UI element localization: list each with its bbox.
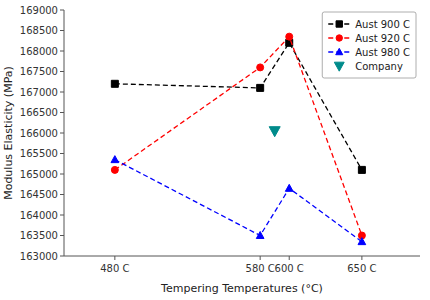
y-tick	[60, 10, 64, 11]
y-tick-label: 165000	[20, 169, 58, 180]
y-tick	[60, 71, 64, 72]
scatter-point	[269, 127, 280, 137]
y-tick-label: 163500	[20, 230, 58, 241]
y-axis-label: Modulus Elasticity (MPa)	[2, 66, 15, 200]
y-tick-label: 167000	[20, 87, 58, 98]
y-tick	[60, 92, 64, 93]
legend-label: Aust 920 C	[355, 33, 410, 44]
legend-label: Aust 900 C	[355, 19, 410, 30]
y-tick	[60, 30, 64, 31]
y-tick	[60, 256, 64, 257]
y-tick	[60, 112, 64, 113]
x-tick-label: 650 C	[347, 263, 376, 274]
y-tick	[60, 51, 64, 52]
line-marker	[358, 166, 365, 173]
y-tick	[60, 215, 64, 216]
x-tick	[114, 256, 115, 260]
x-tick-label: 600 C	[275, 263, 304, 274]
x-tick	[260, 256, 261, 260]
y-tick	[60, 133, 64, 134]
line-marker	[358, 238, 366, 245]
y-tick-label: 163000	[20, 251, 58, 262]
y-tick-label: 166500	[20, 107, 58, 118]
legend-swatch-marker	[336, 48, 343, 54]
y-tick-label: 169000	[20, 5, 58, 16]
line-marker	[257, 64, 264, 71]
y-tick	[60, 235, 64, 236]
line-marker	[285, 184, 293, 191]
y-tick-label: 168500	[20, 25, 58, 36]
x-tick	[289, 256, 290, 260]
legend-swatch-marker	[336, 21, 342, 27]
legend-swatch-marker	[336, 35, 342, 41]
y-tick-label: 166000	[20, 128, 58, 139]
x-tick-label: 480 C	[100, 263, 129, 274]
legend-box	[322, 12, 416, 78]
line-marker	[111, 80, 118, 87]
y-tick-label: 164000	[20, 210, 58, 221]
x-tick-label: 580 C	[246, 263, 275, 274]
legend-label: Aust 980 C	[355, 47, 410, 58]
chart: 480 C 580 C600 C 650 C 163000 163500 164000 16…	[0, 0, 430, 300]
x-tick	[361, 256, 362, 260]
line-marker	[111, 156, 119, 163]
legend-label: Company	[355, 61, 403, 72]
y-tick	[60, 194, 64, 195]
legend-swatch-marker	[334, 62, 344, 71]
x-axis-line	[64, 256, 420, 257]
y-tick-label: 167500	[20, 66, 58, 77]
y-tick-label: 168000	[20, 46, 58, 57]
y-tick	[60, 153, 64, 154]
line-marker	[256, 231, 264, 238]
series-line	[115, 160, 362, 242]
x-axis-label: Tempering Temperatures (°C)	[160, 282, 323, 295]
line-marker	[286, 33, 293, 40]
legend: Aust 900 C Aust 920 C Aust 980 C Company	[322, 12, 416, 78]
y-tick	[60, 174, 64, 175]
line-marker	[257, 84, 264, 91]
y-tick-label: 165500	[20, 148, 58, 159]
y-tick-label: 164500	[20, 189, 58, 200]
line-marker	[111, 166, 118, 173]
